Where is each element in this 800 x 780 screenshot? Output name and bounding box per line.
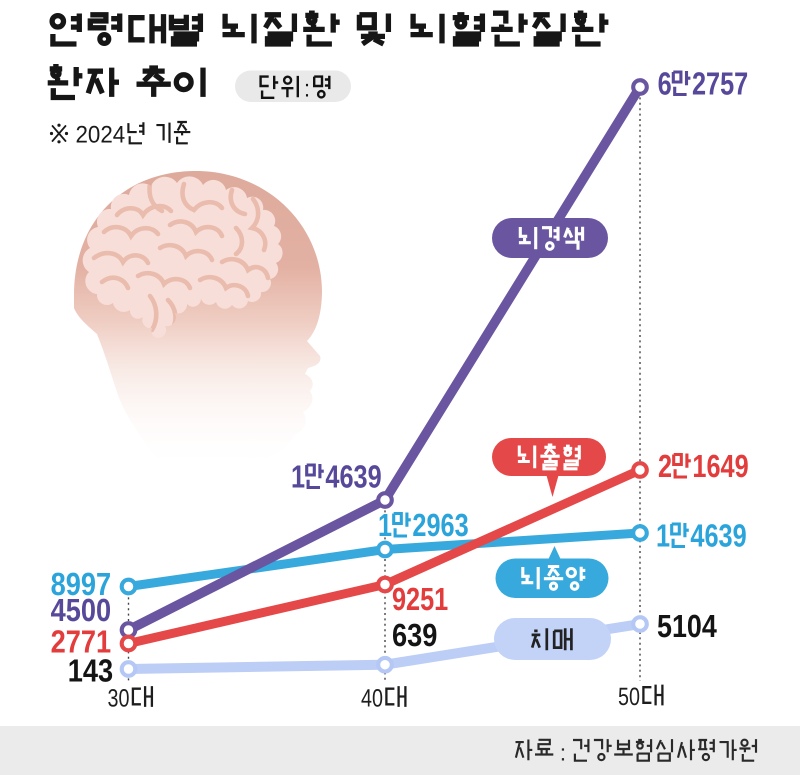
svg-text:30: 30	[108, 685, 130, 713]
svg-text::: :	[560, 740, 566, 766]
svg-text:50: 50	[618, 683, 640, 711]
svg-text:143: 143	[68, 653, 113, 689]
svg-text:1: 1	[291, 459, 305, 495]
svg-text:2: 2	[658, 448, 672, 484]
svg-text:40: 40	[361, 685, 383, 713]
svg-text:5104: 5104	[657, 608, 717, 644]
svg-text:8997: 8997	[51, 566, 112, 602]
svg-text:4500: 4500	[51, 592, 112, 628]
svg-text:4639: 4639	[690, 518, 746, 554]
svg-text:2963: 2963	[412, 507, 468, 543]
svg-text:6: 6	[658, 66, 672, 102]
svg-text:4639: 4639	[325, 459, 381, 495]
svg-text:2771: 2771	[51, 624, 112, 660]
svg-text:1649: 1649	[692, 448, 748, 484]
svg-text::: :	[304, 76, 310, 103]
svg-text:2757: 2757	[692, 66, 748, 102]
svg-text:1: 1	[378, 507, 392, 543]
svg-text:9251: 9251	[392, 581, 448, 617]
svg-text:2024: 2024	[76, 122, 126, 149]
svg-text:639: 639	[392, 617, 437, 653]
svg-text:1: 1	[656, 518, 670, 554]
